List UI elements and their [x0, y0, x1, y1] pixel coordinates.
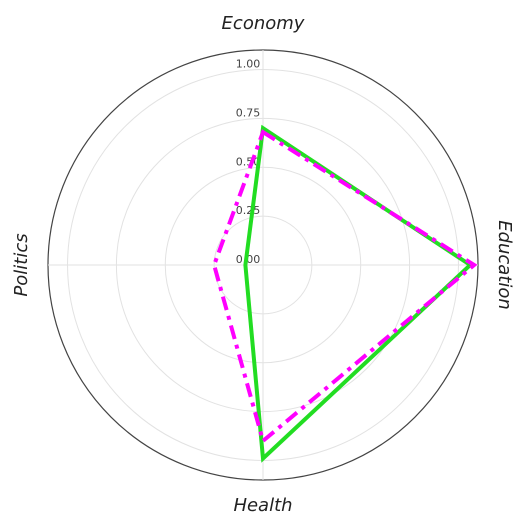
radial-tick-label: 1.00 [236, 58, 261, 71]
category-label: Health [233, 495, 292, 516]
series-line [212, 129, 478, 445]
category-label: Economy [222, 13, 305, 34]
category-label: Politics [11, 233, 32, 296]
radial-tick-label: 0.25 [236, 204, 261, 217]
category-label: Education [494, 220, 515, 310]
radial-tick-label: 0.75 [236, 106, 261, 119]
